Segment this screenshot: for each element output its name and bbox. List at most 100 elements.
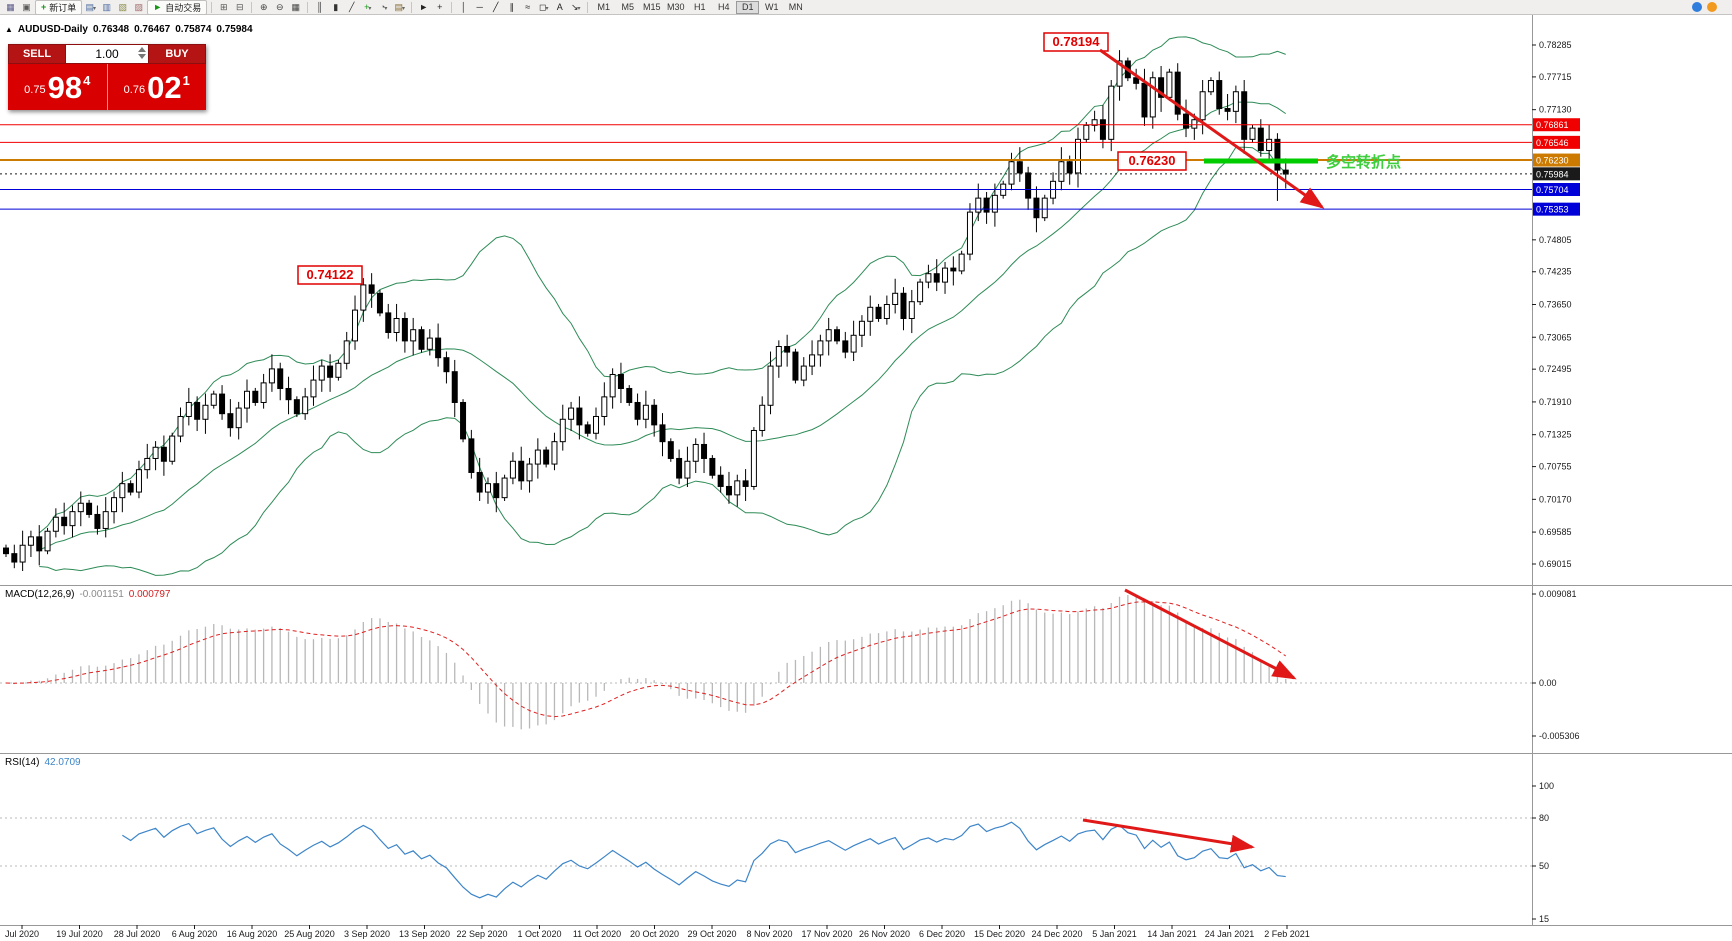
timeframe-m30-button[interactable]: M30 [666, 1, 685, 12]
candle-body [717, 474, 724, 487]
candle-body [102, 511, 109, 529]
symbol-header: ▲ AUDUSD-Daily 0.76348 0.76467 0.75874 0… [5, 24, 253, 35]
dropdown-caret-icon: ▾ [401, 5, 405, 12]
candle-body [784, 345, 791, 353]
connection-status-icon[interactable] [1692, 2, 1702, 12]
candle-body [352, 309, 359, 342]
auto-trading-button[interactable]: ► 自动交易 [147, 0, 208, 15]
zoom-out-icon[interactable]: ⊖ [275, 1, 284, 12]
candle-body [127, 483, 134, 493]
price-annotation-label[interactable]: 0.74122 [307, 267, 354, 282]
support-zone-line[interactable] [1204, 158, 1318, 164]
trend-arrow[interactable] [1082, 818, 1255, 853]
status-area [1692, 2, 1717, 12]
price-annotation-box[interactable] [1043, 32, 1109, 52]
candle-body [1083, 124, 1090, 140]
candle-body [601, 396, 608, 417]
trendline-icon[interactable]: ╱ [493, 1, 499, 12]
sell-button[interactable]: SELL [8, 44, 66, 64]
price-annotation-label[interactable]: 0.78194 [1053, 34, 1101, 49]
timeframe-mn-button[interactable]: MN [788, 1, 803, 12]
date-axis-label: 22 Sep 2020 [456, 929, 507, 939]
spinner-down-icon[interactable] [138, 54, 146, 59]
cursor-icon[interactable]: ► [419, 1, 429, 12]
candle-body [401, 317, 408, 342]
candle-body [468, 438, 475, 473]
timeframe-m15-button[interactable]: M15 [642, 1, 661, 12]
candle-body [917, 281, 924, 303]
candle-body [1166, 71, 1173, 98]
timeframe-w1-button[interactable]: W1 [764, 1, 779, 12]
timeframe-d1-button[interactable]: D1 [736, 0, 760, 14]
date-axis-label: 14 Jan 2021 [1147, 929, 1197, 939]
price-tag-label: 0.76861 [1536, 120, 1569, 130]
templates-icon[interactable]: ▤▾ [394, 1, 405, 12]
date-axis-label: 16 Aug 2020 [227, 929, 278, 939]
tile-windows-icon[interactable]: ⊟ [235, 1, 244, 12]
shapes-icon[interactable]: ◻▾ [538, 1, 549, 12]
horizontal-line-icon[interactable]: ─ [476, 1, 483, 12]
indicators-icon[interactable]: +▾ [364, 1, 372, 12]
candlestick-type-icon[interactable]: ▮ [333, 1, 339, 12]
timeframe-h1-button[interactable]: H1 [693, 1, 706, 12]
candle-body [1224, 108, 1231, 112]
buy-price-panel[interactable]: 0.76 02 1 [108, 64, 207, 110]
price-annotation-box[interactable] [297, 265, 363, 285]
channel-icon[interactable]: ∥ [509, 1, 514, 12]
auto-trading-button-icon: ► [153, 2, 163, 12]
new-window-icon[interactable]: ▣ [22, 1, 31, 12]
date-axis-label: 19 Jul 2020 [56, 929, 103, 939]
candle-body [360, 284, 367, 311]
spinner-up-icon[interactable] [138, 47, 146, 52]
bar-chart-type-icon[interactable]: ║ [316, 1, 323, 12]
timeframe-m5-button[interactable]: M5 [621, 1, 634, 12]
candle-body [883, 304, 890, 319]
trend-arrow[interactable] [1124, 588, 1297, 680]
buy-button[interactable]: BUY [148, 44, 206, 64]
candle-body [160, 446, 167, 462]
date-axis-label: 6 Aug 2020 [172, 929, 218, 939]
candle-body [1008, 161, 1015, 185]
toolbar: ▦ ▣ + 新订单 ▤▾ ▥ ▧ ▨ ► 自动交易 ⊞ ⊟ ⊕ ⊖ ▦ ║ ▮ ╱ +▾ ◔▾ ▤▾ ► + │ ─ ╱ ∥ ≈ ◻▾ A… [0, 0, 1732, 15]
trend-arrow[interactable] [1099, 48, 1325, 209]
vertical-line-icon[interactable]: │ [460, 1, 467, 12]
alert-status-icon[interactable] [1707, 2, 1717, 12]
volume-spinner[interactable] [138, 47, 146, 59]
candle-body [958, 253, 965, 272]
macd-axis-label: 0.009081 [1539, 589, 1577, 599]
candle-body [991, 194, 998, 213]
charts-menu-icon[interactable]: ▤▾ [85, 1, 97, 12]
candle-body [327, 365, 334, 378]
sell-price-panel[interactable]: 0.75 98 4 [8, 64, 107, 110]
quotes-window-icon[interactable]: ▥ [102, 1, 112, 12]
cascade-windows-icon[interactable]: ⊞ [219, 1, 228, 12]
dropdown-caret-icon: ▾ [545, 5, 549, 12]
line-chart-type-icon[interactable]: ╱ [349, 1, 355, 12]
symbol-name: AUDUSD-Daily [17, 24, 88, 35]
crosshair-icon[interactable]: + [437, 1, 443, 12]
candle-body [933, 273, 940, 283]
chart-window-icon[interactable]: ▦ [6, 1, 15, 12]
periods-icon[interactable]: ◔▾ [379, 1, 388, 12]
candle-body [950, 267, 957, 272]
candle-body [27, 536, 34, 546]
data-window-icon[interactable]: ▧ [118, 1, 128, 12]
candle-body [476, 471, 483, 493]
volume-field[interactable]: 1.00 [66, 44, 148, 64]
price-annotation-box[interactable] [1117, 151, 1187, 171]
fibonacci-icon[interactable]: ≈ [525, 1, 531, 12]
timeframe-h4-button[interactable]: H4 [717, 1, 730, 12]
arrows-icon[interactable]: ↘▾ [570, 1, 581, 12]
text-label-icon[interactable]: A [556, 1, 563, 12]
bollinger-upper-band [38, 36, 1286, 534]
price-annotation-label[interactable]: 0.76230 [1129, 153, 1176, 168]
new-order-button[interactable]: + 新订单 [35, 0, 83, 15]
ohlc-low: 0.75874 [175, 24, 212, 35]
zoom-in-icon[interactable]: ⊕ [259, 1, 268, 12]
dropdown-caret-icon: ▾ [368, 5, 372, 12]
navigator-icon[interactable]: ▨ [134, 1, 144, 12]
arrange-windows-icon[interactable]: ▦ [291, 1, 300, 12]
turning-point-text[interactable]: 多空转折点 [1326, 153, 1401, 171]
timeframe-m1-button[interactable]: M1 [597, 1, 610, 12]
candle-body [61, 516, 68, 527]
